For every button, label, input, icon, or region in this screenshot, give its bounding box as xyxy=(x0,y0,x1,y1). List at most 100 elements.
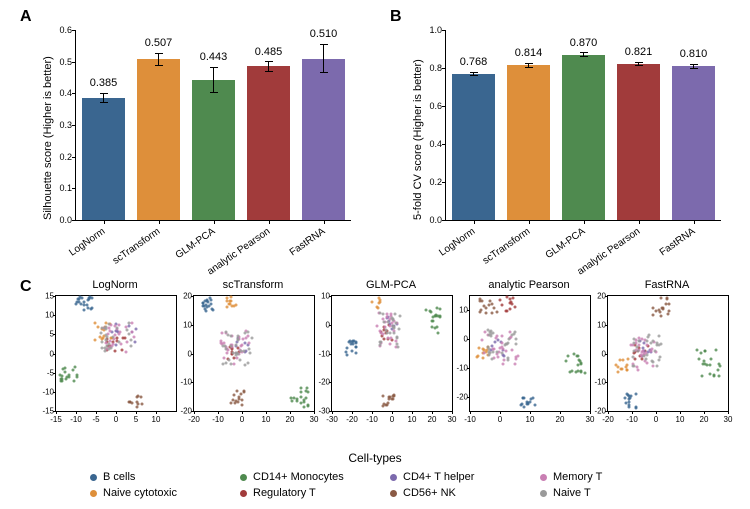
legend-item: Regulatory T xyxy=(240,487,360,499)
ytick-label: 0.1 xyxy=(42,183,72,193)
xtick-label: GLM-PCA xyxy=(581,226,587,235)
scatter-point xyxy=(243,390,246,393)
scatter-point xyxy=(233,305,236,308)
bar-value-label: 0.385 xyxy=(90,77,118,89)
scatter-point xyxy=(222,363,225,366)
scatter-point xyxy=(244,342,247,345)
ytick-label: 0.2 xyxy=(412,177,442,187)
scatter-point xyxy=(636,349,639,352)
scatter-plot: -20-1001020-20-100102030 xyxy=(193,295,315,412)
scatter-point xyxy=(398,315,401,318)
legend-item: CD4+ T helper xyxy=(390,471,510,483)
scatter-point xyxy=(88,297,91,300)
scatter-point xyxy=(618,359,621,362)
scatter-point xyxy=(484,307,487,310)
scatter-point xyxy=(502,363,505,366)
scatter-point xyxy=(509,307,512,310)
legend-dot xyxy=(240,490,247,497)
scatter-point xyxy=(429,309,432,312)
scatter-point xyxy=(118,341,121,344)
scatter-point xyxy=(210,299,213,302)
scatter-point xyxy=(81,296,84,299)
scatter-point xyxy=(659,315,662,318)
panel-a-label: A xyxy=(20,8,32,26)
scatter-point xyxy=(239,349,242,352)
xtick-label: analytic Pearson xyxy=(266,226,272,235)
scatter-point xyxy=(129,344,132,347)
bar xyxy=(617,64,660,220)
scatter-point xyxy=(651,307,654,310)
scatter-point xyxy=(500,334,503,337)
scatter-point xyxy=(635,406,638,409)
legend-dot xyxy=(390,490,397,497)
scatter-point xyxy=(389,343,392,346)
scatter-point xyxy=(103,350,106,353)
ytick-label: 0.2 xyxy=(42,152,72,162)
scatter-point xyxy=(520,404,523,407)
scatter-point xyxy=(717,374,720,377)
ytick-label: 0.6 xyxy=(42,25,72,35)
scatter-point xyxy=(636,368,639,371)
ytick-label: 1.0 xyxy=(412,25,442,35)
scatter-point xyxy=(619,367,622,370)
scatter-point xyxy=(483,331,486,334)
scatter-point xyxy=(83,309,86,312)
scatter-title: LogNorm xyxy=(92,279,137,291)
scatter-point xyxy=(226,305,229,308)
scatter-point xyxy=(565,359,568,362)
ytick-label: 0.4 xyxy=(42,88,72,98)
bar xyxy=(247,66,290,220)
legend-item: Memory T xyxy=(540,471,660,483)
scatter-point xyxy=(134,327,137,330)
scatter-point xyxy=(482,351,485,354)
scatter-point xyxy=(575,371,578,374)
scatter-point xyxy=(515,358,518,361)
scatter-point xyxy=(700,351,703,354)
scatter-point xyxy=(656,364,659,367)
scatter-point xyxy=(291,400,294,403)
scatter-point xyxy=(704,362,707,365)
scatter-point xyxy=(436,306,439,309)
scatter-point xyxy=(244,363,247,366)
bar xyxy=(562,55,605,220)
legend-dot xyxy=(540,490,547,497)
xtick-label: analytic Pearson xyxy=(636,226,642,235)
scatter-point xyxy=(659,310,662,313)
scatter-point xyxy=(657,343,660,346)
scatter-point xyxy=(241,343,244,346)
scatter-point xyxy=(203,308,206,311)
scatter-point xyxy=(430,325,433,328)
scatter-point xyxy=(510,302,513,305)
scatter-point xyxy=(701,375,704,378)
scatter-point xyxy=(230,344,233,347)
scatter-point xyxy=(89,308,92,311)
bar xyxy=(672,66,715,220)
scatter-point xyxy=(73,379,76,382)
scatter-point xyxy=(499,298,502,301)
scatter-point xyxy=(495,310,498,313)
scatter-point xyxy=(63,371,66,374)
scatter-point xyxy=(224,362,227,365)
scatter-point xyxy=(241,398,244,401)
scatter-title: FastRNA xyxy=(645,279,690,291)
scatter-point xyxy=(514,337,517,340)
scatter-point xyxy=(133,336,136,339)
scatter-point xyxy=(567,354,570,357)
scatter-point xyxy=(299,391,302,394)
bar xyxy=(192,80,235,220)
scatter-point xyxy=(382,395,385,398)
scatter-point xyxy=(666,312,669,315)
scatter-point xyxy=(224,345,227,348)
scatter-title: scTransform xyxy=(223,279,284,291)
scatter-point xyxy=(495,350,498,353)
scatter-point xyxy=(493,340,496,343)
scatter-point xyxy=(118,330,121,333)
legend-label: CD4+ T helper xyxy=(403,471,474,483)
scatter-point xyxy=(124,350,127,353)
scatter-point xyxy=(489,334,492,337)
scatter-point xyxy=(377,301,380,304)
scatter-point xyxy=(346,347,349,350)
scatter-point xyxy=(241,404,244,407)
legend-item: CD14+ Monocytes xyxy=(240,471,360,483)
scatter-point xyxy=(510,334,513,337)
